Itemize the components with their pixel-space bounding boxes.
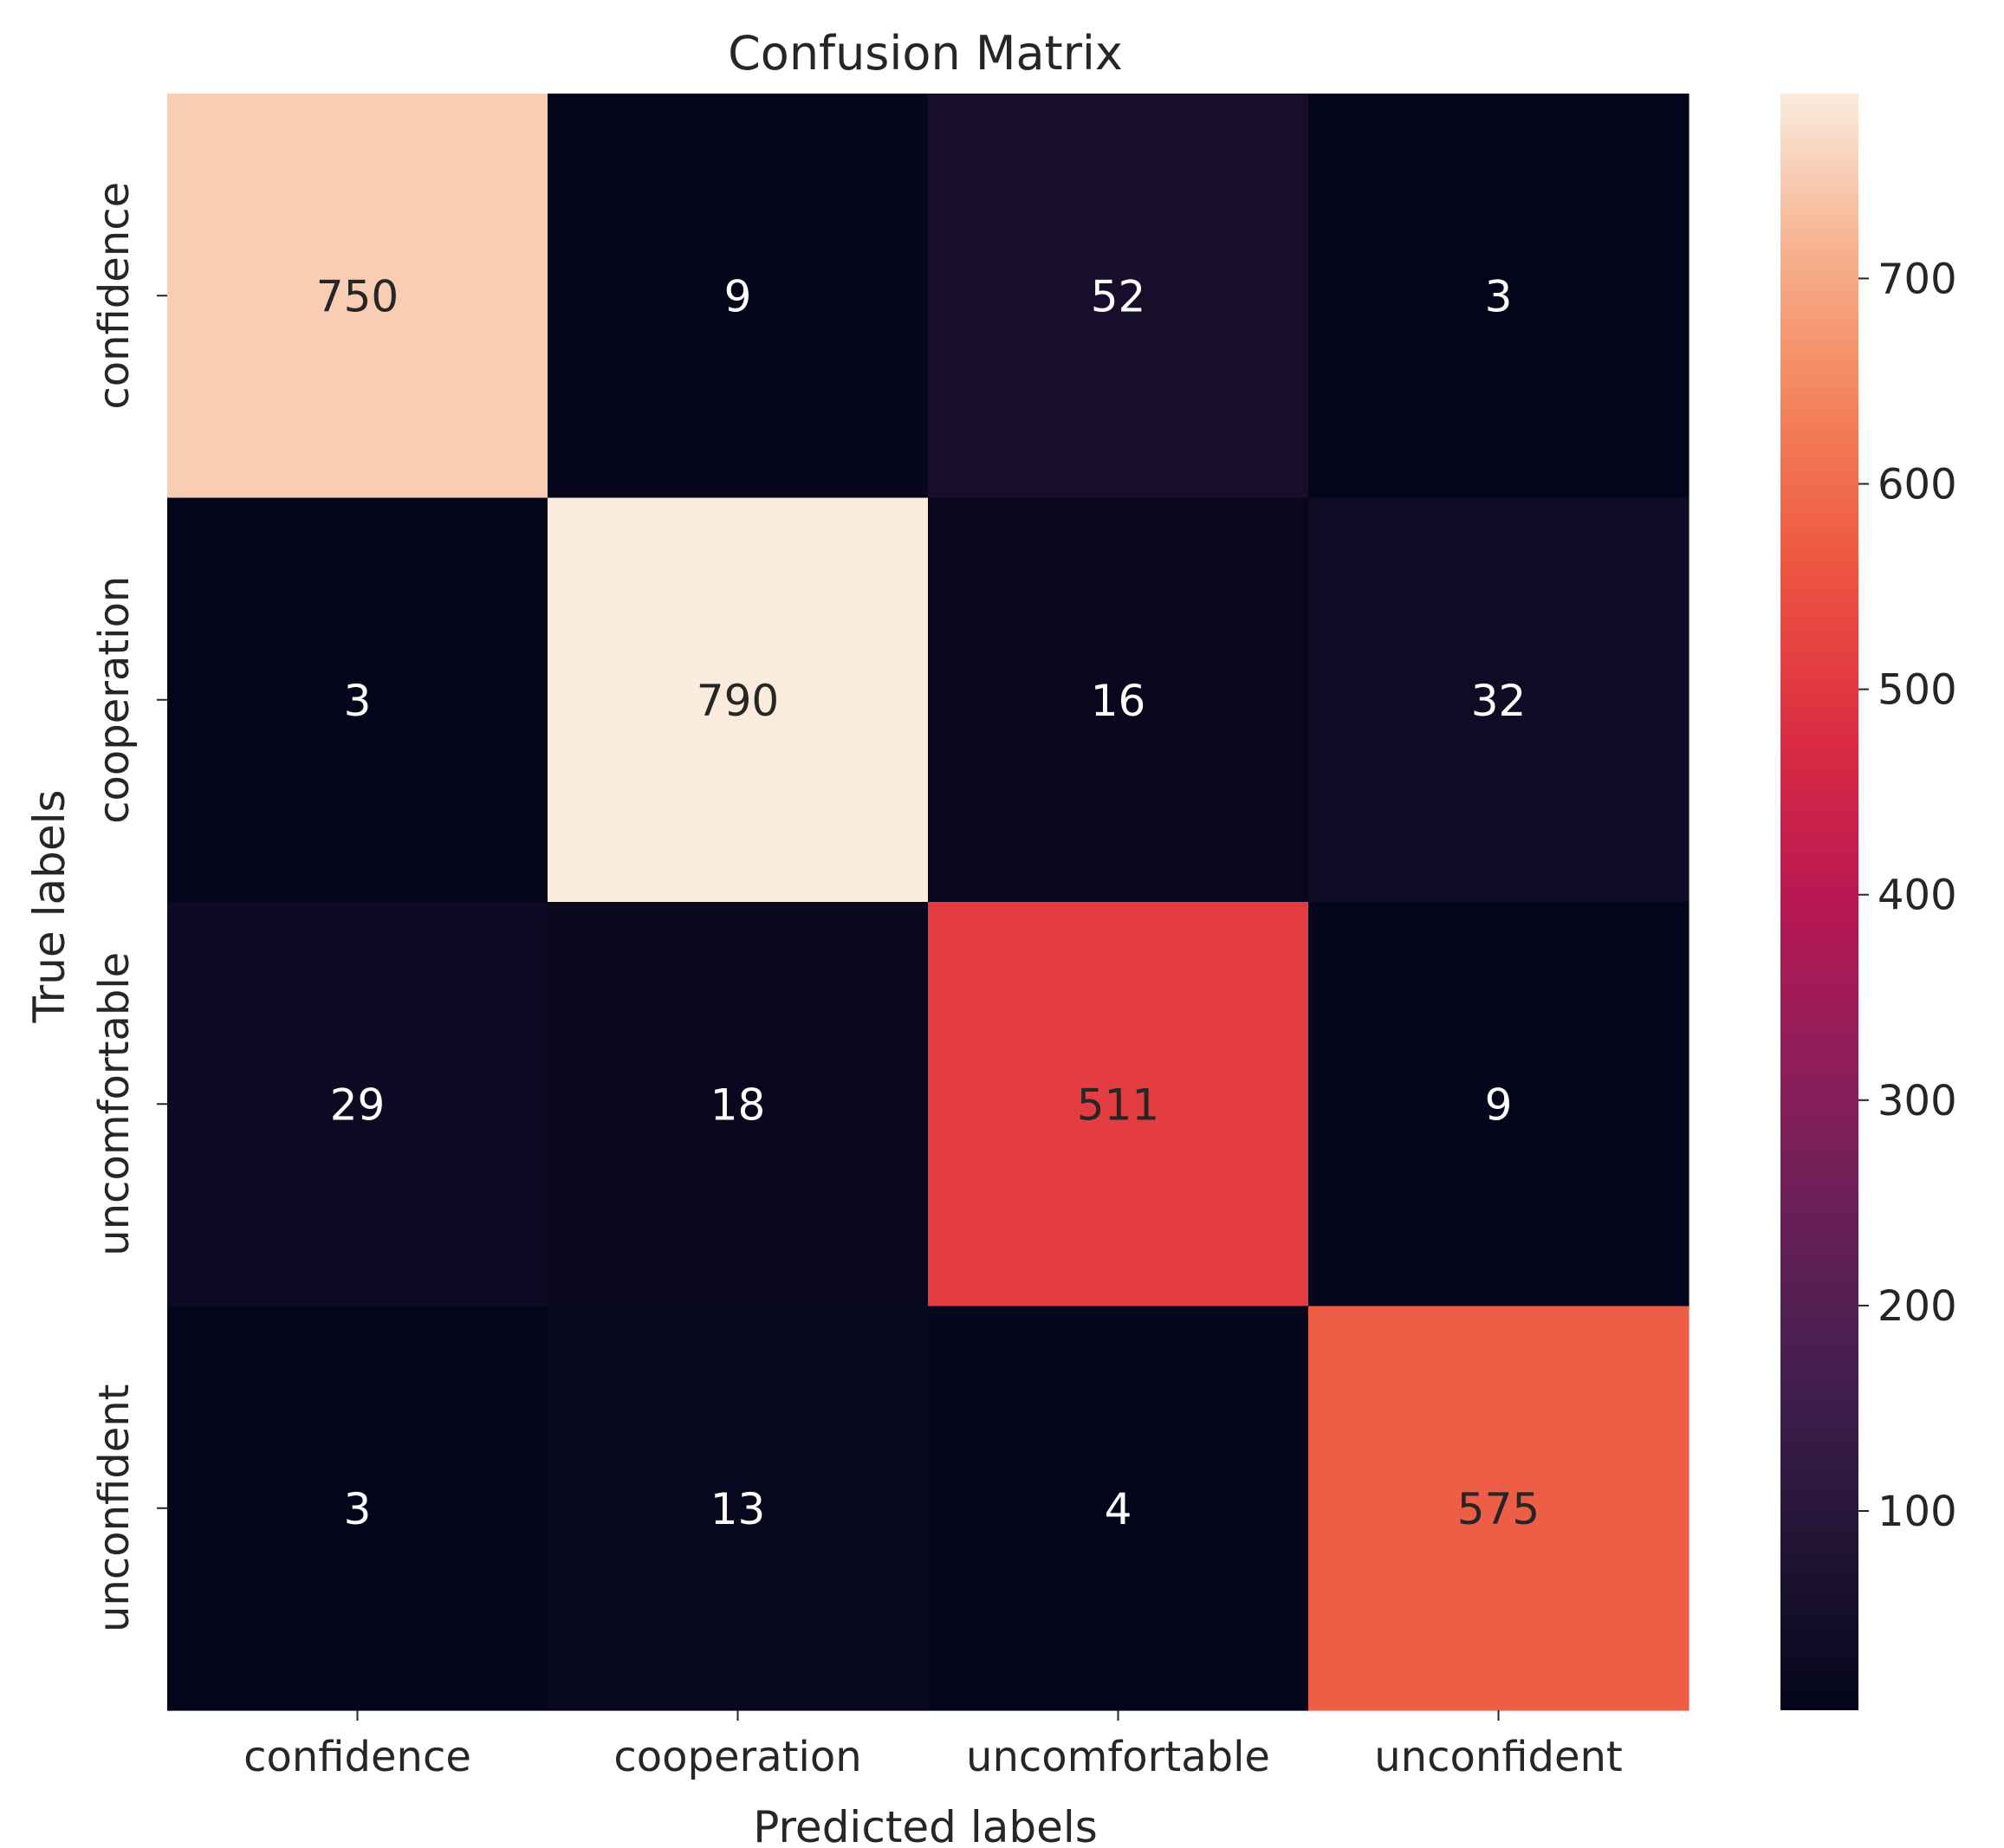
heatmap-cells xyxy=(167,94,1689,1711)
x-axis-ticks: confidence cooperation uncomfortable unconf… xyxy=(243,1710,1623,1781)
y-tick-label: cooperation xyxy=(90,576,139,824)
heatmap-cell xyxy=(928,1306,1309,1711)
colorbar-tick-label: 400 xyxy=(1878,872,1957,920)
cell-annotation: 511 xyxy=(1077,1080,1159,1130)
colorbar-tick-label: 200 xyxy=(1878,1282,1957,1331)
cell-annotation: 32 xyxy=(1471,676,1527,726)
cell-annotation: 575 xyxy=(1457,1484,1540,1534)
cell-annotation: 750 xyxy=(316,271,399,321)
colorbar xyxy=(1780,94,1858,1710)
heatmap-cell xyxy=(548,497,929,903)
heatmap-cell xyxy=(1308,94,1689,499)
heatmap-cell xyxy=(548,94,929,499)
heatmap-cell xyxy=(1308,902,1689,1307)
heatmap-cell xyxy=(167,94,548,499)
x-tick-label: cooperation xyxy=(613,1733,861,1781)
cell-annotation: 16 xyxy=(1091,676,1146,726)
heatmap-cell xyxy=(548,902,929,1307)
heatmap-cell xyxy=(928,497,1309,903)
cell-annotation: 9 xyxy=(1485,1080,1513,1130)
y-axis-ticks: confidence cooperation uncomfortable unconf… xyxy=(90,182,167,1632)
heatmap-cell xyxy=(928,94,1309,499)
cell-annotation: 3 xyxy=(1485,271,1513,321)
cell-annotation: 9 xyxy=(724,271,752,321)
colorbar-tick-label: 300 xyxy=(1878,1077,1957,1125)
cell-annotation: 790 xyxy=(697,676,779,726)
heatmap-cell xyxy=(928,902,1309,1307)
colorbar-ticks: 100 200 300 400 500 600 700 xyxy=(1858,255,1957,1536)
colorbar-tick-label: 100 xyxy=(1878,1488,1957,1536)
y-tick-label: uncomfortable xyxy=(90,952,139,1256)
heatmap-cell xyxy=(548,1306,929,1711)
x-tick-label: unconfident xyxy=(1374,1733,1623,1781)
y-tick-label: confidence xyxy=(90,182,139,410)
cell-annotation: 18 xyxy=(710,1080,766,1130)
cell-annotation: 13 xyxy=(710,1484,766,1534)
heatmap-cell xyxy=(1308,497,1689,903)
cell-annotation: 3 xyxy=(344,676,372,726)
colorbar-tick-label: 600 xyxy=(1878,460,1957,509)
cell-annotation: 52 xyxy=(1091,271,1146,321)
heatmap-cell xyxy=(167,1306,548,1711)
y-axis-label: True labels xyxy=(24,789,75,1023)
cell-annotation: 3 xyxy=(344,1484,372,1534)
heatmap-cell xyxy=(167,902,548,1307)
cell-annotation: 29 xyxy=(330,1080,386,1130)
x-axis-label: Predicted labels xyxy=(753,1802,1098,1848)
heatmap-cell xyxy=(1308,1306,1689,1711)
x-tick-label: uncomfortable xyxy=(966,1733,1270,1781)
x-tick-label: confidence xyxy=(243,1733,471,1781)
cell-annotation: 4 xyxy=(1105,1484,1132,1534)
heatmap-cell xyxy=(167,497,548,903)
colorbar-tick-label: 700 xyxy=(1878,255,1957,303)
cell-annotations: 750 9 52 3 3 790 16 32 29 18 511 9 3 13 4 575 xyxy=(316,271,1540,1534)
y-tick-label: unconfident xyxy=(90,1384,139,1633)
colorbar-tick-label: 500 xyxy=(1878,666,1957,715)
chart-title: Confusion Matrix xyxy=(728,26,1123,81)
